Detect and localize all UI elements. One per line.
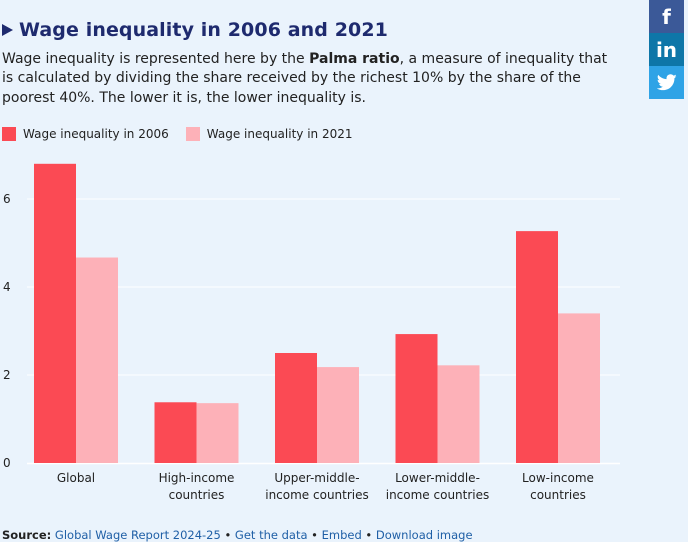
x-category-label: Upper-middle-	[274, 471, 359, 485]
bar-2006	[34, 163, 76, 464]
twitter-share-button[interactable]	[649, 66, 684, 99]
legend-item-2006[interactable]: Wage inequality in 2006	[2, 127, 169, 141]
bar-2021	[196, 403, 239, 463]
bar-2006	[395, 334, 438, 463]
bar-2006	[275, 353, 317, 463]
social-share-bar: f in	[649, 0, 684, 99]
x-category-label: Low-income	[522, 471, 594, 485]
twitter-icon	[656, 74, 677, 91]
x-category-label: income countries	[386, 488, 490, 502]
facebook-share-button[interactable]: f	[649, 0, 684, 33]
bar-2021	[437, 365, 480, 463]
linkedin-icon: in	[655, 37, 678, 62]
x-category-label: Lower-middle-	[395, 471, 480, 485]
source-label: Source:	[2, 528, 52, 542]
legend-swatch-2021	[185, 127, 200, 141]
separator: •	[307, 528, 322, 542]
embed-link[interactable]: Embed	[321, 528, 362, 542]
bar-2006	[154, 402, 197, 463]
x-category-label: High-income	[159, 471, 235, 485]
source-line: Source: Global Wage Report 2024-25 • Get…	[2, 528, 473, 542]
description-text-end: , a measure of inequality that is calcul…	[2, 51, 608, 106]
facebook-icon: f	[662, 4, 671, 29]
description-text-start: Wage inequality is represented here by t…	[2, 51, 310, 67]
chart-header: Wage inequality in 2006 and 2021	[2, 19, 388, 41]
triangle-right-icon	[2, 24, 13, 36]
separator: •	[361, 528, 376, 542]
get-data-link[interactable]: Get the data	[234, 528, 308, 542]
linkedin-share-button[interactable]: in	[649, 33, 684, 66]
x-category-label: countries	[169, 488, 225, 502]
bar-2006	[516, 231, 558, 463]
x-category-label: countries	[530, 488, 586, 502]
chart-title: Wage inequality in 2006 and 2021	[19, 19, 388, 41]
chart-legend: Wage inequality in 2006 Wage inequality …	[2, 127, 370, 141]
x-category-label: Global	[57, 471, 95, 485]
bar-2021	[317, 367, 359, 463]
y-tick-label: 0	[3, 456, 11, 470]
bar-2021	[76, 257, 118, 463]
y-tick-label: 4	[3, 280, 11, 294]
bar-2021	[558, 313, 600, 463]
separator: •	[220, 528, 235, 542]
palma-ratio-term: Palma ratio	[309, 51, 400, 67]
download-image-link[interactable]: Download image	[375, 528, 473, 542]
legend-item-2021[interactable]: Wage inequality in 2021	[185, 127, 353, 141]
legend-swatch-2006	[2, 127, 16, 141]
chart-description: Wage inequality is represented here by t…	[2, 50, 622, 108]
x-category-label: income countries	[265, 488, 369, 502]
legend-label-2021: Wage inequality in 2021	[206, 127, 353, 141]
bar-chart: 0 2 4 6 Global High-income countries Upper-midd…	[3, 163, 620, 502]
y-tick-label: 2	[3, 368, 11, 382]
y-tick-label: 6	[3, 192, 11, 206]
legend-label-2006: Wage inequality in 2006	[23, 127, 169, 141]
source-link[interactable]: Global Wage Report 2024-25	[51, 528, 221, 542]
